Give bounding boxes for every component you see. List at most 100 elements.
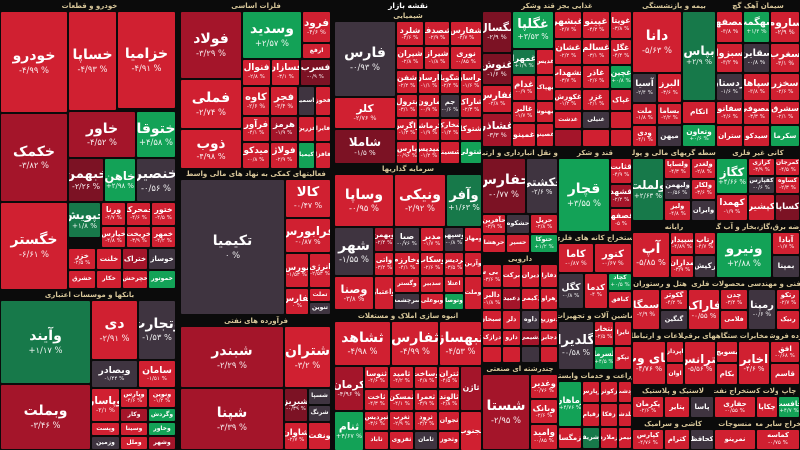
stock-tile[interactable]: نوری -۰/۸۵ % bbox=[451, 47, 481, 69]
stock-tile[interactable]: بکام bbox=[717, 364, 737, 384]
stock-tile[interactable]: قشهد -۲/۲ % bbox=[611, 185, 631, 207]
stock-tile[interactable]: شستا -۲/۹۵ % bbox=[483, 375, 529, 449]
stock-tile[interactable]: خشرق bbox=[69, 271, 95, 288]
stock-tile[interactable]: پترول-۳/۱ % bbox=[397, 95, 417, 117]
stock-tile[interactable]: هرمز -۱/۹ % bbox=[271, 117, 297, 141]
stock-tile[interactable]: وتجارت-۱/۵۳ % bbox=[139, 301, 175, 359]
stock-tile[interactable]: ودی -۴/۱ % bbox=[633, 126, 656, 146]
stock-tile[interactable]: دلر bbox=[503, 311, 520, 329]
stock-tile[interactable]: وساپا -۰/۹۵ % bbox=[335, 175, 393, 226]
stock-tile[interactable]: شسینا bbox=[441, 142, 459, 163]
stock-tile[interactable]: زدشت bbox=[619, 382, 631, 402]
stock-tile[interactable]: شلرد -۴/۶ % bbox=[397, 22, 423, 45]
stock-tile[interactable]: بمپنا bbox=[773, 256, 799, 277]
stock-tile[interactable]: زپارس bbox=[583, 382, 599, 402]
stock-tile[interactable]: فزرین bbox=[299, 117, 314, 141]
stock-tile[interactable]: غاذر -۲/۶ % bbox=[583, 66, 609, 88]
stock-tile[interactable]: ثجوان bbox=[439, 412, 459, 430]
stock-tile[interactable]: بساما -۲/۲ % bbox=[658, 104, 681, 124]
stock-tile[interactable]: خپویش+۱/۸ % bbox=[69, 203, 100, 237]
stock-tile[interactable]: رنیک bbox=[777, 311, 799, 329]
stock-tile[interactable]: زاگرس-۱/۳ % bbox=[397, 119, 417, 140]
stock-tile[interactable]: ونیرو +۲/۸۸ % bbox=[717, 233, 771, 277]
stock-tile[interactable]: خلنت bbox=[97, 249, 121, 269]
stock-tile[interactable]: حتوکا +۱/۲ % bbox=[531, 235, 557, 252]
stock-tile[interactable]: وغدیر -۰/۷۶ % bbox=[531, 375, 557, 398]
stock-tile[interactable]: غویتا -۳/۸ % bbox=[611, 12, 631, 38]
stock-tile[interactable]: وبوعلی bbox=[421, 294, 443, 309]
stock-tile[interactable]: قثابت -۴/۹ % bbox=[611, 159, 631, 183]
stock-tile[interactable]: وایران bbox=[692, 201, 715, 220]
stock-tile[interactable]: فرابورس-۰/۸۷ % bbox=[286, 219, 330, 252]
stock-tile[interactable]: وبملت -۳/۴۶ % bbox=[1, 385, 90, 449]
stock-tile[interactable]: وسکاب-۲/۶ % bbox=[421, 253, 443, 275]
stock-tile[interactable] bbox=[555, 130, 581, 146]
stock-tile[interactable]: شهر -۱/۵۵ % bbox=[335, 228, 373, 275]
stock-tile[interactable]: خساپا -۴/۹۳ % bbox=[69, 12, 116, 110]
stock-tile[interactable]: دعبید bbox=[503, 289, 520, 309]
stock-tile[interactable]: لسرما+۴/۵ % bbox=[595, 347, 613, 369]
stock-tile[interactable]: خموتور bbox=[149, 271, 175, 288]
stock-tile[interactable]: غفارس-۲/۸ % bbox=[483, 86, 511, 112]
stock-tile[interactable]: حکشتی-۲/۶ % bbox=[527, 159, 557, 213]
stock-tile[interactable]: غالبر -۱/۷ % bbox=[513, 102, 535, 122]
stock-tile[interactable]: کهمدا -۱/۹ % bbox=[717, 195, 747, 220]
stock-tile[interactable] bbox=[541, 347, 557, 362]
stock-tile[interactable]: ولکار -۳/۶ % bbox=[692, 180, 715, 199]
stock-tile[interactable]: گنگین bbox=[661, 311, 687, 329]
stock-tile[interactable]: غبهنوش bbox=[537, 102, 553, 122]
stock-tile[interactable]: دفارا bbox=[541, 265, 557, 287]
stock-tile[interactable]: شبندر -۲/۲۹ % bbox=[181, 327, 283, 387]
stock-tile[interactable]: گلدیرا -۰/۵۸ % bbox=[559, 322, 593, 369]
stock-tile[interactable]: سصوفی-۳/۳ % bbox=[744, 102, 769, 124]
stock-tile[interactable]: بترانس-۵/۵۶ % bbox=[685, 342, 715, 384]
stock-tile[interactable]: سکرما bbox=[771, 126, 799, 146]
stock-tile[interactable]: ساروم-۲/۹ % bbox=[771, 12, 799, 42]
stock-tile[interactable]: حفاری -۰/۵۵ % bbox=[715, 397, 755, 417]
stock-tile[interactable]: وگردش bbox=[149, 409, 175, 421]
stock-tile[interactable]: وملت bbox=[465, 277, 481, 309]
stock-tile[interactable]: ستران bbox=[717, 126, 742, 146]
stock-tile[interactable]: کگل -۰/۸ % bbox=[559, 274, 583, 308]
stock-tile[interactable]: سصفها-۴/۸ % bbox=[717, 12, 742, 42]
stock-tile[interactable]: زشریف bbox=[583, 428, 599, 448]
stock-tile[interactable]: قصفها-۵ % bbox=[611, 209, 631, 231]
stock-tile[interactable]: غزر -۲/۱ % bbox=[583, 90, 609, 110]
stock-tile[interactable]: چافست+۴/۷ % bbox=[779, 397, 799, 417]
stock-tile[interactable]: کلر -۲/۷۶ % bbox=[335, 98, 395, 128]
stock-tile[interactable]: ثپردیس -۳/۶ % bbox=[365, 412, 388, 430]
stock-tile[interactable]: کحافظ bbox=[691, 430, 713, 449]
stock-tile[interactable]: وسینا bbox=[121, 423, 147, 435]
stock-tile[interactable]: ثبهساز-۴/۵۳ % bbox=[440, 322, 481, 365]
stock-tile[interactable] bbox=[583, 130, 609, 146]
stock-tile[interactable]: خبهمن-۲/۲۶ % bbox=[69, 159, 103, 201]
stock-tile[interactable]: ولملت +۲/۶۳ % bbox=[633, 159, 663, 220]
stock-tile[interactable]: مدیر -۱/۷ % bbox=[421, 228, 443, 251]
stock-tile[interactable]: بسویچ bbox=[717, 342, 737, 362]
stock-tile[interactable]: رتاپ -۴/۷ % bbox=[695, 233, 715, 254]
stock-tile[interactable]: سامان -۱/۵۱ % bbox=[139, 361, 175, 387]
stock-tile[interactable]: فنوال -۲/۸ % bbox=[243, 60, 270, 85]
stock-tile[interactable]: ثجنوب bbox=[461, 412, 481, 450]
stock-tile[interactable]: وسدید +۲/۵۷ % bbox=[243, 12, 301, 58]
stock-tile[interactable]: دشیمی bbox=[522, 331, 539, 345]
stock-tile[interactable]: غگلپا +۳/۵۳ % bbox=[513, 12, 553, 48]
stock-tile[interactable]: وبصادر -۱/۴۴ % bbox=[92, 361, 137, 387]
stock-tile[interactable]: وخارزم -۴/۱ % bbox=[395, 253, 419, 275]
stock-tile[interactable]: سخزر -۲/۶ % bbox=[771, 74, 799, 100]
stock-tile[interactable]: شتوکا bbox=[461, 119, 481, 140]
stock-tile[interactable]: اردستان-۱/۶ % bbox=[717, 74, 742, 100]
stock-tile[interactable]: زملارد bbox=[601, 428, 617, 448]
stock-tile[interactable]: ونفت bbox=[309, 423, 330, 449]
stock-tile[interactable]: مگسال-۲/۹ % bbox=[483, 12, 511, 52]
stock-tile[interactable]: شتران -۳/۲ % bbox=[285, 327, 330, 387]
stock-tile[interactable]: تنوین bbox=[310, 303, 330, 314]
stock-tile[interactable]: وکار bbox=[121, 409, 147, 421]
stock-tile[interactable]: فلامی bbox=[721, 311, 747, 329]
stock-tile[interactable]: شاراک-۲/۳ % bbox=[461, 95, 481, 117]
stock-tile[interactable]: شاملا -۱/۵ % bbox=[335, 130, 395, 163]
stock-tile[interactable]: تایرا bbox=[615, 322, 631, 345]
stock-tile[interactable]: کبافق bbox=[609, 292, 631, 308]
stock-tile[interactable]: غمینو bbox=[513, 124, 535, 146]
stock-tile[interactable]: دانا -۵/۶۳ % bbox=[633, 12, 681, 72]
